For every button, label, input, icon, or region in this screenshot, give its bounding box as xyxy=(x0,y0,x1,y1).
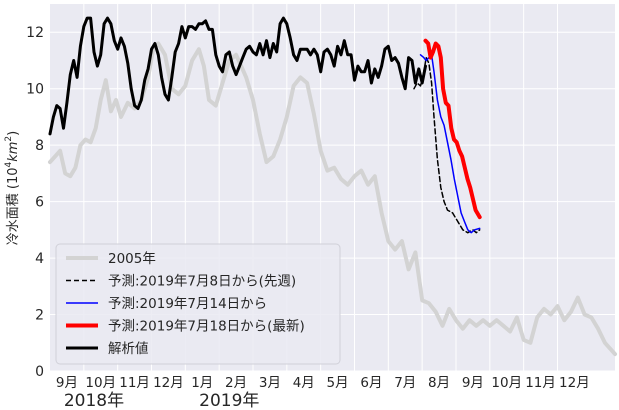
year-label: 2018年 xyxy=(64,391,124,410)
x-tick-label: 9月 xyxy=(462,375,484,391)
legend-box xyxy=(55,243,341,365)
x-tick-label: 9月 xyxy=(56,375,78,391)
y-tick-label: 6 xyxy=(35,195,44,211)
year-label: 2019年 xyxy=(199,391,259,410)
y-axis-label: 冷水面積 (104km2) xyxy=(4,131,21,246)
series-line-0 xyxy=(48,41,617,357)
y-tick-label: 2 xyxy=(35,308,44,324)
x-tick-label: 12月 xyxy=(153,375,184,391)
legend-label: 2005年 xyxy=(108,251,156,267)
x-tick-label: 10月 xyxy=(85,375,116,391)
x-tick-label: 6月 xyxy=(360,375,382,391)
x-tick-label: 11月 xyxy=(119,375,150,391)
x-tick-label: 11月 xyxy=(525,375,556,391)
x-tick-label: 3月 xyxy=(259,375,281,391)
legend-label: 予測:2019年7月8日から(先週) xyxy=(108,274,296,290)
series-line-4 xyxy=(48,16,427,136)
x-tick-labels: 9月 10月 11月 12月 1月 2月 3月 4月 5月 6月 7月 8月 9月 10月 11月 12月 xyxy=(56,375,590,391)
y-tick-label: 10 xyxy=(26,82,44,98)
y-tick-labels: 0 2 4 6 8 10 12 xyxy=(26,25,44,380)
x-tick-label: 8月 xyxy=(428,375,450,391)
year-labels: 2018年 2019年 xyxy=(64,391,260,410)
series-line-3 xyxy=(423,38,482,220)
x-tick-label: 1月 xyxy=(191,375,213,391)
series-layer xyxy=(48,16,617,357)
x-tick-label: 5月 xyxy=(327,375,349,391)
y-tick-label: 4 xyxy=(35,251,44,267)
x-tick-label: 7月 xyxy=(394,375,416,391)
y-tick-label: 8 xyxy=(35,138,44,154)
legend-label: 予測:2019年7月18日から(最新) xyxy=(108,319,305,335)
legend-label: 予測:2019年7月14日から xyxy=(108,296,267,312)
legend-label: 解析値 xyxy=(108,341,149,357)
x-tick-label: 12月 xyxy=(559,375,590,391)
x-tick-label: 10月 xyxy=(491,375,522,391)
x-tick-label: 2月 xyxy=(225,375,247,391)
y-tick-label: 12 xyxy=(26,25,44,41)
y-tick-label: 0 xyxy=(35,364,44,380)
x-tick-label: 4月 xyxy=(293,375,315,391)
